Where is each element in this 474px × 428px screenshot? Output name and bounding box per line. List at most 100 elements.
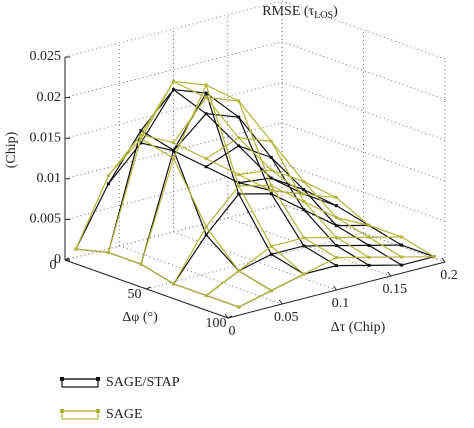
legend-marker	[60, 377, 64, 381]
mesh-vertex	[237, 192, 241, 196]
mesh-vertex	[139, 137, 143, 141]
mesh-vertex	[204, 83, 208, 87]
x-tick-label: 0	[229, 324, 236, 339]
z-tick-label: 0.005	[30, 212, 62, 227]
mesh-vertex	[237, 99, 241, 103]
grid-line	[119, 245, 283, 305]
mesh-vertex	[172, 141, 175, 145]
mesh-vertex	[237, 136, 241, 140]
mesh-vertex	[172, 148, 176, 152]
mesh-vertex	[269, 252, 273, 256]
mesh-vertex	[204, 225, 208, 229]
grid-line	[173, 231, 337, 291]
grid-line	[64, 41, 283, 98]
grid-line	[64, 203, 283, 261]
mesh-vertex	[400, 243, 404, 247]
mesh-vertex	[172, 79, 176, 83]
mesh-vertex	[334, 224, 338, 228]
mesh-vertex	[367, 255, 371, 259]
mesh-vertex	[237, 173, 241, 177]
mesh-line	[271, 189, 435, 258]
tick-mark	[227, 315, 233, 319]
tick-mark	[333, 285, 337, 291]
mesh-vertex	[367, 223, 371, 227]
z-tick-label: 0	[54, 252, 61, 267]
tick-mark	[146, 286, 151, 290]
grid-line	[281, 122, 446, 182]
mesh-vertex	[204, 112, 208, 116]
legend-marker	[60, 409, 64, 413]
mesh-line	[173, 113, 337, 267]
mesh-vertex	[269, 192, 273, 196]
mesh-vertex	[400, 263, 404, 267]
tick-mark	[64, 257, 70, 261]
mesh-line	[140, 80, 305, 275]
mesh-vertex	[237, 181, 241, 185]
grid-line	[281, 0, 446, 60]
grid-line	[64, 0, 283, 58]
legend-label: SAGE/STAP	[106, 375, 180, 390]
mesh-vertex	[334, 196, 338, 200]
legend-swatch	[61, 378, 99, 388]
mesh-line	[107, 137, 272, 292]
z-tick-label: 0.01	[37, 171, 62, 186]
chart-title: RMSE (τLOS)	[262, 4, 338, 21]
mesh-vertex	[204, 95, 208, 99]
mesh-line	[205, 244, 402, 296]
mesh-vertex	[237, 184, 241, 188]
mesh-vertex	[269, 176, 273, 180]
mesh-vertex	[204, 91, 208, 95]
mesh-vertex	[367, 235, 371, 239]
mesh-line	[238, 169, 402, 258]
mesh-vertex	[334, 216, 338, 220]
tick-mark	[224, 313, 229, 319]
mesh-vertex	[106, 251, 110, 255]
x-tick-label: 0.15	[383, 282, 408, 297]
grid-line	[227, 217, 391, 277]
grid-line	[281, 41, 446, 100]
mesh-vertex	[302, 272, 306, 276]
x-tick-label: 0.2	[440, 268, 458, 283]
mesh-vertex	[172, 282, 176, 286]
y-tick-label: 100	[206, 316, 227, 331]
mesh-vertex	[172, 88, 176, 92]
grid-line	[281, 203, 446, 263]
x-axis-label: Δτ (Chip)	[331, 320, 386, 335]
tick-mark	[441, 257, 446, 263]
mesh-vertex	[139, 262, 143, 266]
tick-mark	[387, 271, 392, 277]
mesh-vertex	[335, 264, 338, 268]
mesh-vertex	[204, 293, 208, 297]
mesh-vertex	[106, 174, 110, 178]
grid-line	[64, 81, 283, 139]
mesh-vertex	[237, 144, 241, 148]
legend-marker	[96, 409, 100, 413]
mesh-line	[140, 92, 337, 265]
mesh-vertex	[367, 263, 371, 267]
mesh-vertex	[400, 235, 404, 239]
mesh-vertex	[237, 115, 241, 119]
z-axis-label: (Chip)	[4, 131, 19, 168]
legend-marker	[96, 377, 100, 381]
mesh-vertex	[400, 255, 404, 259]
mesh-line	[205, 145, 370, 266]
z-tick-label: 0.015	[30, 130, 62, 145]
mesh-vertex	[237, 269, 241, 273]
mesh-vertex	[302, 236, 306, 240]
mesh-line	[205, 137, 370, 258]
mesh-vertex	[204, 233, 208, 237]
mesh-vertex	[302, 192, 306, 196]
mesh-vertex	[269, 189, 273, 193]
mesh-vertex	[367, 243, 371, 247]
mesh-vertex	[334, 204, 338, 208]
mesh-line	[140, 88, 305, 275]
y-tick-label: 50	[128, 287, 142, 302]
mesh-line	[75, 248, 240, 308]
x-tick-label: 0.1	[332, 296, 350, 311]
y-axis-label: Δφ (°)	[122, 310, 158, 325]
y-tick-label: 0	[50, 258, 57, 273]
mesh-vertex	[204, 157, 208, 161]
mesh-vertex	[139, 128, 143, 132]
mesh-vertex	[334, 244, 338, 248]
mesh-vertex	[139, 133, 143, 137]
